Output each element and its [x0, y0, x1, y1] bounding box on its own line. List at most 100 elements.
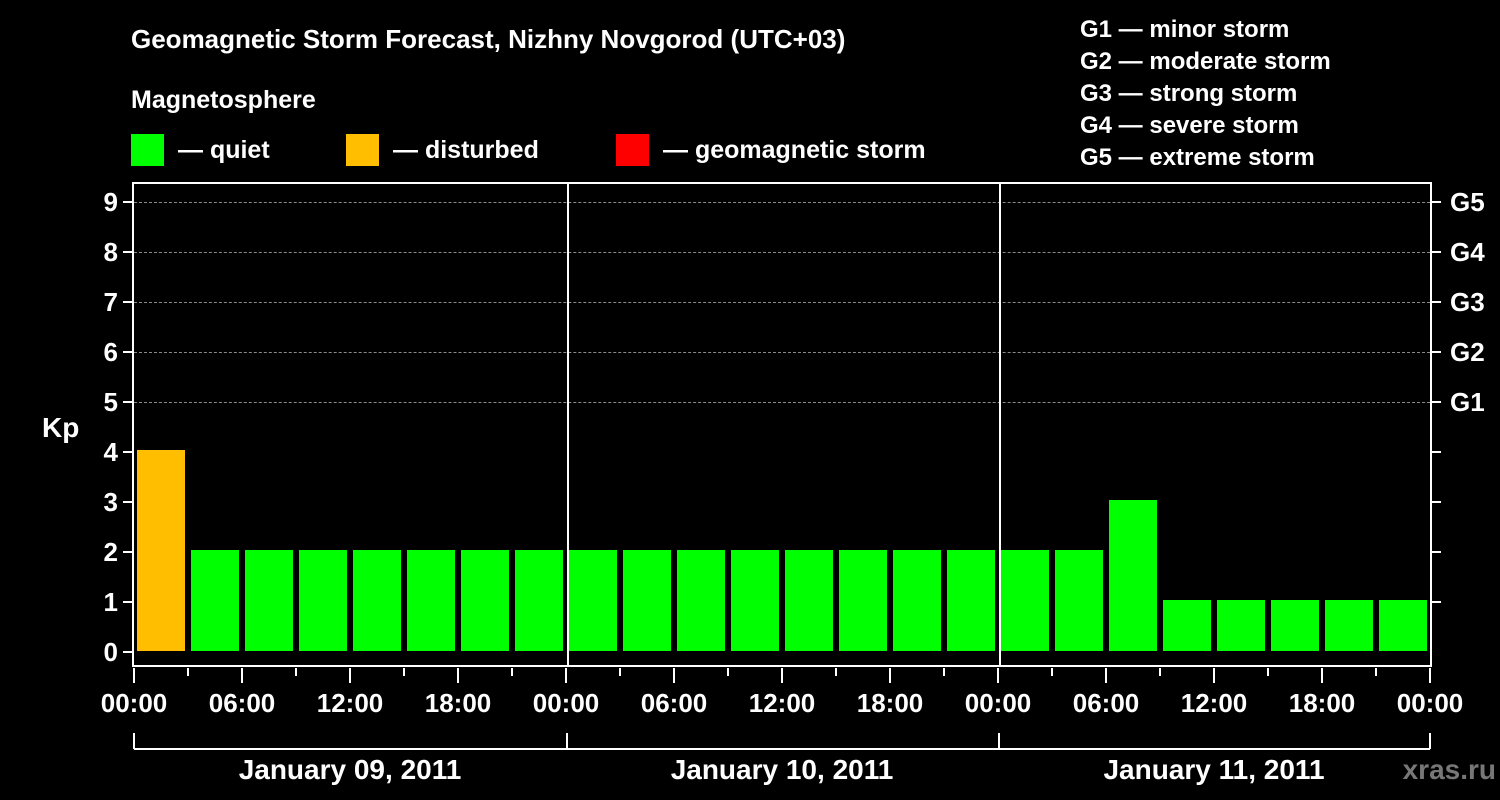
- bar: [731, 550, 779, 651]
- y-tick: [123, 551, 132, 553]
- x-tick: [1051, 668, 1053, 676]
- x-tick: [727, 668, 729, 676]
- x-tick-label: 18:00: [1288, 688, 1356, 718]
- bar: [515, 550, 563, 651]
- bar: [1217, 600, 1265, 651]
- y-tick-label: 7: [103, 287, 118, 317]
- legend-item-quiet: — quiet: [131, 134, 270, 166]
- y-tick-label: 8: [103, 237, 118, 267]
- quiet-swatch: [131, 134, 164, 166]
- y-tick: [123, 451, 132, 453]
- bracket-tick: [998, 733, 1000, 749]
- bar: [191, 550, 239, 651]
- x-tick-label: 06:00: [640, 688, 708, 718]
- g-scale-label: G5: [1450, 187, 1485, 217]
- x-tick: [1267, 668, 1269, 676]
- x-tick: [565, 668, 567, 683]
- x-tick-label: 00:00: [1396, 688, 1464, 718]
- g1-legend: G1 — minor storm: [1080, 16, 1290, 43]
- storm-scale-legend: G1 — minor storm G2 — moderate storm G3 …: [1080, 14, 1331, 174]
- y-tick: [123, 651, 132, 653]
- right-y-tick: [1432, 351, 1441, 353]
- day-divider: [567, 184, 569, 665]
- g-scale-label: G4: [1450, 237, 1485, 267]
- watermark: xras.ru: [1402, 754, 1496, 785]
- chart-title: Geomagnetic Storm Forecast, Nizhny Novgo…: [131, 24, 846, 54]
- legend-item-disturbed: — disturbed: [346, 134, 539, 166]
- legend-label: — disturbed: [393, 135, 539, 164]
- x-tick: [403, 668, 405, 676]
- x-tick-label: 06:00: [1072, 688, 1140, 718]
- right-y-tick: [1432, 451, 1441, 453]
- y-tick: [123, 501, 132, 503]
- x-tick: [781, 668, 783, 683]
- x-tick: [133, 668, 135, 683]
- day-label: January 10, 2011: [670, 754, 894, 785]
- gridline: [134, 202, 1430, 203]
- x-tick: [241, 668, 243, 683]
- x-tick: [673, 668, 675, 683]
- x-tick: [1159, 668, 1161, 676]
- g4-legend: G4 — severe storm: [1080, 112, 1299, 139]
- bar: [299, 550, 347, 651]
- y-tick-label: 2: [103, 537, 118, 567]
- y-axis-label: Kp: [42, 412, 80, 443]
- x-tick: [1321, 668, 1323, 683]
- gridline: [134, 302, 1430, 303]
- bracket-tick: [566, 733, 568, 749]
- x-tick: [1105, 668, 1107, 683]
- day-label: January 11, 2011: [1103, 754, 1325, 785]
- gridline: [134, 352, 1430, 353]
- x-tick: [835, 668, 837, 676]
- bar: [137, 450, 185, 651]
- x-tick: [1213, 668, 1215, 683]
- bar: [569, 550, 617, 651]
- g-scale-label: G2: [1450, 337, 1485, 367]
- y-tick: [123, 401, 132, 403]
- y-tick-label: 6: [103, 337, 118, 367]
- bar: [785, 550, 833, 651]
- y-tick-label: 4: [103, 437, 118, 467]
- x-tick: [997, 668, 999, 683]
- x-tick-label: 00:00: [100, 688, 168, 718]
- bar: [839, 550, 887, 651]
- right-y-tick: [1432, 201, 1441, 203]
- x-tick-label: 18:00: [424, 688, 492, 718]
- right-y-tick: [1432, 501, 1441, 503]
- g-scale-label: G1: [1450, 387, 1485, 417]
- y-tick-label: 3: [103, 487, 118, 517]
- y-tick: [123, 251, 132, 253]
- right-y-tick: [1432, 551, 1441, 553]
- x-tick: [619, 668, 621, 676]
- gridline: [134, 252, 1430, 253]
- x-tick: [1429, 668, 1431, 683]
- legend-heading: Magnetosphere: [131, 86, 316, 114]
- legend-label: — geomagnetic storm: [663, 135, 926, 164]
- bar: [1379, 600, 1427, 651]
- day-label: January 09, 2011: [238, 754, 462, 785]
- y-tick: [123, 601, 132, 603]
- bar: [1163, 600, 1211, 651]
- x-tick: [349, 668, 351, 683]
- y-tick: [123, 301, 132, 303]
- bar: [947, 550, 995, 651]
- x-tick: [889, 668, 891, 683]
- right-y-tick: [1432, 601, 1441, 603]
- x-tick-label: 00:00: [964, 688, 1032, 718]
- bar: [461, 550, 509, 651]
- right-y-tick: [1432, 301, 1441, 303]
- y-tick: [123, 351, 132, 353]
- y-tick-label: 9: [103, 187, 118, 217]
- bar: [1325, 600, 1373, 651]
- bar: [623, 550, 671, 651]
- x-tick-label: 06:00: [208, 688, 276, 718]
- legend-item-storm: — geomagnetic storm: [616, 134, 926, 166]
- day-divider: [999, 184, 1001, 665]
- disturbed-swatch: [346, 134, 379, 166]
- legend-label: — quiet: [178, 135, 270, 164]
- y-tick-label: 1: [103, 587, 118, 617]
- bar: [1055, 550, 1103, 651]
- bar: [893, 550, 941, 651]
- x-tick-label: 12:00: [1180, 688, 1248, 718]
- y-tick: [123, 201, 132, 203]
